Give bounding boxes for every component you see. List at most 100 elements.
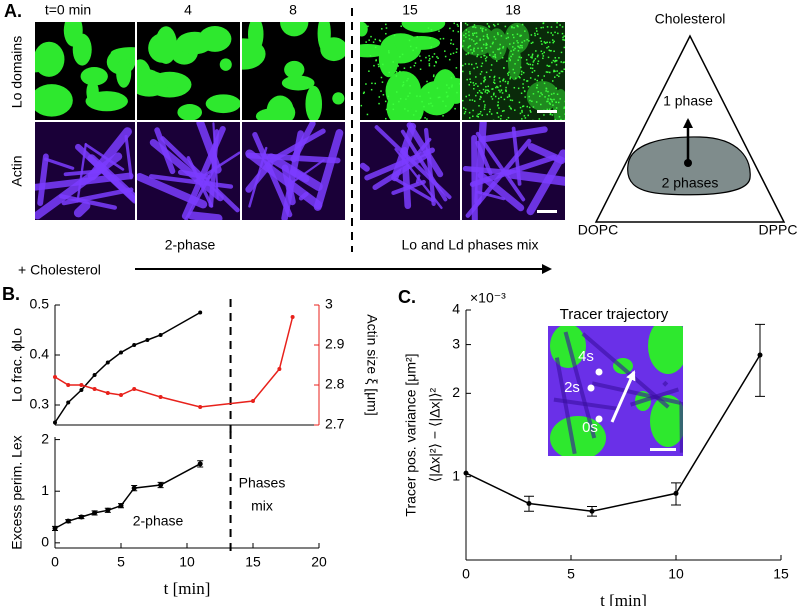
speckle — [428, 55, 430, 57]
micrograph — [242, 22, 345, 120]
speckle — [564, 113, 565, 115]
speckle — [501, 92, 504, 94]
speckle — [542, 55, 545, 57]
filament — [364, 147, 435, 181]
domain — [385, 71, 422, 111]
y2-tick-label: 3 — [325, 296, 333, 312]
speckle — [392, 108, 395, 111]
speckle — [481, 114, 483, 116]
speckle — [479, 95, 482, 98]
speckle — [433, 53, 436, 55]
speckle — [482, 88, 485, 91]
speckle — [450, 42, 452, 45]
speckle — [512, 46, 514, 48]
speckle — [485, 47, 488, 49]
x-tick-label: 0 — [462, 566, 470, 582]
filament — [148, 174, 234, 189]
speckle — [497, 86, 499, 89]
arrow-label: + Cholesterol — [18, 262, 101, 278]
speckle — [479, 38, 481, 41]
speckle — [563, 61, 565, 63]
speckle — [388, 71, 390, 74]
domain — [332, 92, 345, 105]
speckle — [512, 34, 514, 36]
speckle — [560, 118, 562, 120]
speckle — [556, 26, 558, 28]
filament — [184, 166, 217, 220]
speckle — [424, 117, 426, 119]
speckle — [521, 45, 523, 47]
speckle — [564, 119, 565, 120]
speckle — [560, 51, 563, 54]
speckle — [456, 23, 459, 26]
speckle — [537, 74, 539, 77]
point — [526, 500, 532, 506]
speckle — [544, 42, 547, 44]
speckle — [382, 63, 384, 66]
speckle — [485, 42, 488, 45]
micrograph — [242, 122, 345, 220]
speckle — [468, 34, 470, 37]
speckle — [425, 56, 427, 59]
speckle — [519, 112, 522, 115]
speckle — [466, 78, 468, 81]
speckle — [475, 76, 477, 78]
point — [53, 375, 57, 379]
filament — [423, 127, 436, 206]
speckle — [463, 34, 465, 37]
speckle — [449, 27, 451, 30]
speckle — [392, 103, 395, 105]
speckle — [538, 118, 541, 120]
speckle — [450, 77, 453, 79]
speckle — [551, 99, 553, 101]
speckle — [387, 50, 390, 52]
domain — [284, 60, 305, 79]
speckle — [556, 70, 558, 72]
speckle — [554, 118, 556, 120]
speckle — [509, 99, 512, 101]
speckle — [475, 32, 478, 34]
speckle — [409, 66, 412, 69]
speckle — [427, 27, 430, 29]
speckle — [552, 104, 554, 106]
speckle — [551, 100, 553, 103]
speckle — [547, 98, 549, 100]
speckle — [531, 67, 534, 70]
speckle — [398, 100, 400, 103]
speckle — [462, 45, 464, 47]
speckle — [550, 32, 552, 34]
speckle — [374, 38, 377, 41]
speckle — [510, 50, 512, 52]
speckle — [562, 36, 564, 39]
speckle — [435, 60, 437, 63]
speckle — [537, 54, 539, 57]
speckle — [465, 108, 467, 111]
speckle — [484, 76, 486, 78]
speckle — [540, 92, 542, 94]
speckle — [399, 98, 402, 100]
speckle — [395, 71, 398, 73]
speckle — [485, 56, 488, 58]
speckle — [502, 47, 504, 49]
point — [673, 490, 679, 496]
speckle — [428, 103, 430, 105]
speckle — [535, 101, 538, 103]
speckle — [365, 83, 367, 85]
speckle — [456, 48, 458, 50]
speckle — [481, 29, 483, 31]
speckle — [493, 35, 496, 38]
domain — [177, 104, 203, 120]
speckle — [556, 74, 558, 77]
domain — [305, 85, 323, 120]
speckle — [494, 53, 496, 56]
point — [198, 405, 203, 409]
y-axis-label: Excess perim. Lex — [9, 435, 25, 549]
y-tick-label: 0.4 — [30, 346, 50, 362]
speckle — [381, 28, 383, 30]
speckle — [476, 42, 478, 45]
speckle — [536, 33, 539, 35]
filament — [37, 153, 49, 206]
speckle — [468, 111, 471, 114]
speckle — [530, 34, 533, 36]
filament — [471, 134, 478, 220]
